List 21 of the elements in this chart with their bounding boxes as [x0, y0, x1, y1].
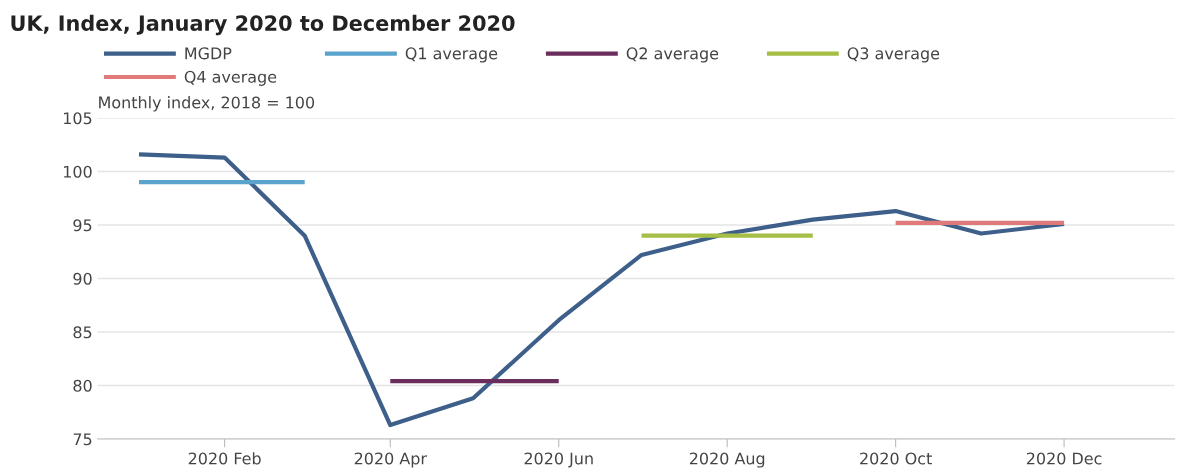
chart-title: UK, Index, January 2020 to December 2020 [11, 14, 515, 36]
x-tick-label: 2020 Dec [1026, 452, 1102, 465]
y-tick-label: 105 [63, 112, 92, 125]
x-tick-label: 2020 Aug [689, 452, 765, 468]
y-axis-title: Monthly index, 2018 = 100 [99, 96, 315, 112]
y-tick-label: 75 [73, 433, 92, 446]
x-tick-label: 2020 Apr [354, 452, 427, 468]
y-tick-label: 80 [73, 379, 92, 392]
legend-label: Q3 average [847, 47, 940, 63]
y-tick-label: 95 [73, 219, 92, 232]
legend-label: Q1 average [405, 47, 498, 63]
line-series [136, 152, 1067, 428]
legend-label: Q2 average [626, 47, 719, 63]
y-tick-label: 100 [63, 165, 92, 178]
x-tick-label: 2020 Oct [860, 452, 932, 465]
y-tick-label: 85 [73, 326, 92, 339]
x-tick-label: 2020 Feb [188, 452, 261, 465]
x-tick-label: 2020 Jun [524, 452, 593, 468]
y-tick-label: 90 [73, 272, 92, 285]
legend-label: MGDP [185, 47, 232, 60]
legend-label: Q4 average [184, 70, 277, 86]
